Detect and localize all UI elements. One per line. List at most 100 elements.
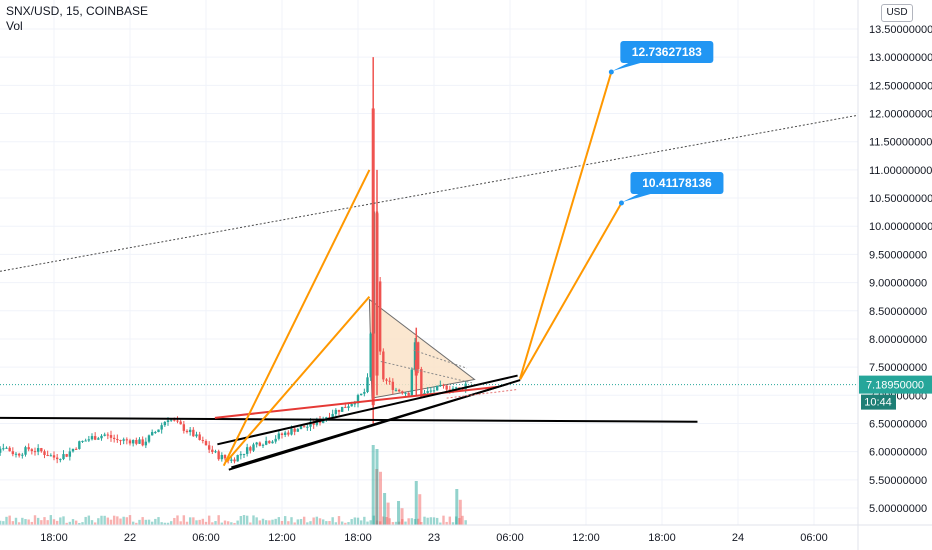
candle-body [331,413,334,418]
candle-body [211,449,214,452]
volume-bar [84,516,87,525]
candle-body [46,454,49,457]
price-tick-label: 10.50000000 [869,193,932,205]
volume-bar [46,520,49,525]
target-anchor-point[interactable] [618,200,624,206]
candle-body [74,448,78,450]
currency-button[interactable]: USD [881,4,913,22]
candle-body [131,440,135,444]
price-tick-label: 8.00000000 [869,334,927,346]
candle-body [106,434,110,436]
callout-pointer[interactable] [622,194,651,203]
candle-body [366,377,369,393]
volume-bar [363,516,366,525]
chart-grid [0,0,858,525]
volume-bar [141,517,144,525]
candle-body [62,454,65,460]
volume-bar [331,517,334,525]
candle-body [296,429,300,432]
volume-bar [385,516,388,525]
candle-body [223,455,227,459]
target-callout-box[interactable] [620,41,714,64]
candle-body [299,426,303,430]
candle-body [40,448,43,452]
channel-upper-line[interactable] [217,374,518,446]
volume-bar [432,517,436,525]
orange-projection-target-2[interactable] [519,202,623,381]
countdown-badge[interactable] [861,394,896,410]
volume-bar [347,522,350,525]
candle-spike-body [414,360,418,376]
candle-body [420,369,423,397]
current-price-badge[interactable] [859,375,932,394]
candle-body [78,441,81,449]
candle-body [150,432,154,436]
volume-bar [340,521,344,525]
candle-body [340,406,344,412]
candle-body [125,439,129,441]
target-callouts[interactable]: 12.73627183 10.41178136 [608,41,724,206]
volume-bar [391,522,395,525]
volume-bar [154,518,157,525]
candle-body [394,389,398,391]
target-anchor-point[interactable] [608,69,614,75]
candle-body [43,451,46,455]
target-callout-label[interactable]: 12.73627183 [632,45,702,59]
candle-body [378,281,382,352]
volume-bar [125,517,129,525]
candle-body [128,440,132,444]
candle-body [347,406,350,408]
time-tick-label: 12:00 [268,532,296,544]
orange-projection-leg[interactable] [222,169,371,467]
orange-projection-target-1[interactable] [519,71,613,379]
candle-body [454,387,458,389]
target-callout-label[interactable]: 10.41178136 [642,176,712,190]
candle-body [5,447,8,449]
candle-body [334,409,338,414]
time-tick-label: 06:00 [496,532,524,544]
volume-bar [14,517,18,525]
candle-body [17,453,21,456]
orange-projection-leg[interactable] [225,296,371,463]
volume-bar [312,517,315,525]
volume-indicator-label[interactable]: Vol [6,19,23,33]
candle-body [90,436,94,440]
volume-bar [204,521,208,525]
candle-body [261,444,265,446]
candle-body [255,442,258,445]
current-price-value: 7.18950000 [866,380,924,392]
volume-bar [43,517,46,525]
volume-bar [306,522,309,525]
volume-bar [195,520,198,525]
candle-body [382,351,385,380]
volume-bar [268,520,271,525]
volume-bar [321,519,325,525]
volume-spike-bar [371,445,375,525]
price-axis[interactable]: 13.50000000 13.00000000 12.50000000 12.0000… [857,0,932,550]
candle-body [309,421,312,427]
target-callout-box[interactable] [630,172,724,195]
symbol-title[interactable]: SNX/USD, 15, COINBASE [6,4,149,18]
volume-bar [404,521,407,525]
time-axis[interactable]: 18:00 22 06:00 12:00 18:00 23 06:00 12:00 18:00 2… [0,524,932,544]
trendlines-layer[interactable] [0,71,859,471]
volume-bar [150,521,154,525]
triangle-inner-dotted[interactable] [413,349,468,369]
volume-bar [166,522,170,525]
candle-body [233,459,236,462]
time-tick-label: 22 [124,532,136,544]
volume-bar [255,517,258,525]
support-line-horizontal[interactable] [0,416,698,423]
volume-bar [160,522,163,525]
volume-spike-bar [397,501,401,525]
price-tick-label: 10.00000000 [869,221,932,233]
callout-pointer[interactable] [612,63,641,72]
candle-body [97,438,100,440]
candle-body [169,419,173,421]
volume-bar [182,515,186,525]
time-tick-label: 18:00 [40,532,68,544]
candle-body [413,342,417,370]
dotted-trendline[interactable] [0,114,859,272]
volume-bar [128,515,132,525]
